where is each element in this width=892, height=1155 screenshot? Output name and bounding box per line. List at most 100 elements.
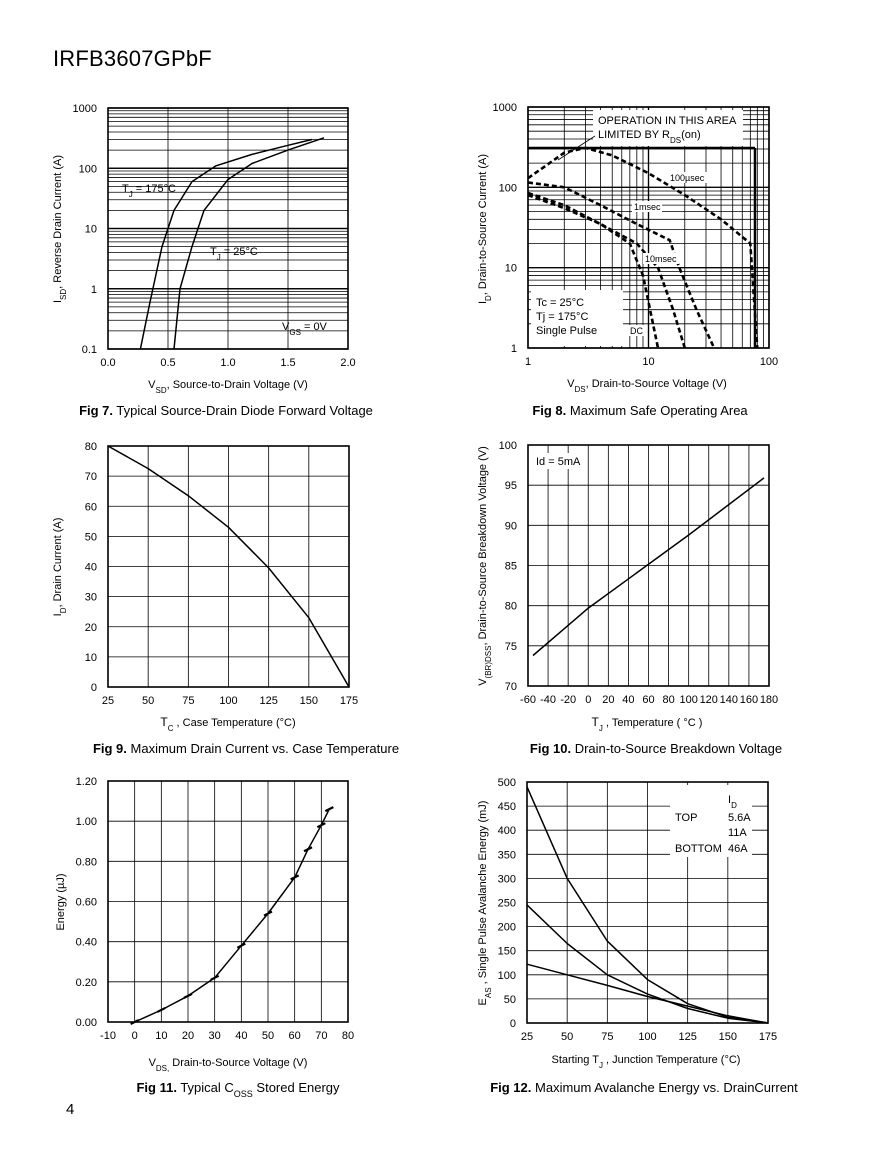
fig10-x-tick-label: 80: [662, 694, 674, 706]
fig9-x-tick-label: 75: [182, 695, 194, 707]
fig9-y-tick-label: 20: [85, 622, 97, 634]
fig12-legend-row2-value: 11A: [728, 827, 747, 839]
fig11-y-tick-label: 0.40: [76, 937, 97, 949]
fig10-annotation: Id = 5mA: [536, 456, 581, 468]
fig11-x-tick-label: -10: [100, 1030, 116, 1042]
fig8-xlabel: VDS, Drain-to-Source Voltage (V): [567, 378, 727, 394]
fig9-y-tick-label: 40: [85, 562, 97, 574]
fig10-x-tick-label: 100: [679, 694, 697, 706]
fig11-data-point: [303, 846, 313, 853]
fig7-series-0: [139, 138, 313, 350]
fig11-data-point: [130, 1019, 140, 1025]
fig8-label-10ms: 10msec: [645, 254, 677, 264]
fig12-y-tick-label: 400: [498, 825, 516, 837]
fig11-x-tick-label: 0: [132, 1030, 138, 1042]
fig8-x-tick-label: 100: [760, 356, 778, 368]
fig10-caption: Fig 10. Drain-to-Source Breakdown Voltag…: [530, 741, 782, 756]
fig9-y-tick-label: 0: [91, 682, 97, 694]
fig8-series-3: [527, 193, 660, 349]
fig11-y-tick-label: 1.20: [76, 776, 97, 788]
fig9-grid: [107, 445, 350, 688]
fig12-y-tick-label: 350: [498, 849, 516, 861]
fig10-x-tick-label: -20: [560, 694, 576, 706]
fig11-grid: [107, 780, 349, 1023]
fig8-label-1ms: 1msec: [634, 202, 661, 212]
fig9-y-tick-label: 80: [85, 441, 97, 453]
fig9-y-tick-label: 50: [85, 531, 97, 543]
fig10-series-0: [532, 477, 765, 657]
fig7-x-tick-label: 0.0: [100, 357, 115, 369]
fig12-chart: 25 50 75 100 125 150 175 0 50 100 150 200 250 300 350 4…: [477, 777, 798, 1095]
fig11-series-0: [134, 808, 330, 1023]
fig12-legend-bg: [670, 785, 752, 857]
fig9-y-tick-label: 70: [85, 471, 97, 483]
fig11-x-tick-label: 80: [342, 1030, 354, 1042]
fig10-plot-frame: [527, 444, 770, 687]
fig12-x-tick-label: 100: [638, 1031, 656, 1043]
fig10-y-tick-label: 80: [505, 601, 517, 613]
fig11-data-point: [236, 942, 246, 949]
fig10-ylabel: V(BR)DSS, Drain-to-Source Breakdown Volt…: [477, 446, 493, 686]
fig7-annotation-tj25: TJ = 25°C: [210, 246, 258, 262]
fig12-y-tick-label: 300: [498, 873, 516, 885]
fig12-y-tick-label: 450: [498, 801, 516, 813]
fig9-x-tick-label: 100: [219, 695, 237, 707]
fig12-ylabel: EAS , Single Pulse Avalanche Energy (mJ): [477, 801, 493, 1006]
fig7-annotation-tj175: TJ = 175°C: [122, 183, 176, 199]
fig12-x-tick-label: 175: [759, 1031, 777, 1043]
fig8-label-1ms-bg: [632, 201, 662, 212]
fig8-y-tick-label: 1000: [493, 102, 517, 114]
fig12-series-2: [526, 963, 769, 1024]
fig10-grid: [527, 444, 770, 687]
fig8-label-100us: 100µsec: [670, 173, 705, 183]
fig12-plot-frame: [526, 781, 769, 1024]
fig12-caption: Fig 12. Maximum Avalanche Energy vs. Dra…: [490, 1080, 798, 1095]
fig7-x-tick-label: 2.0: [340, 357, 355, 369]
fig8-series-1: [527, 181, 716, 349]
fig9-series-0: [107, 445, 350, 688]
fig8-label-dc: DC: [630, 326, 643, 336]
fig11-chart: -10 0 10 20 30 40 50 60 70 80 0.00 0.20 0.40 0.60 0.80…: [55, 776, 354, 1099]
fig10-y-tick-label: 85: [505, 561, 517, 573]
fig8-legend-line1: Tc = 25°C: [536, 297, 584, 309]
fig11-data-point: [156, 1006, 166, 1013]
fig9-y-tick-label: 30: [85, 592, 97, 604]
fig12-legend-header: ID: [728, 794, 737, 810]
fig11-y-tick-label: 0.80: [76, 856, 97, 868]
fig9-x-tick-label: 50: [142, 695, 154, 707]
fig7-y-tick-label: 1: [91, 284, 97, 296]
fig12-y-tick-label: 500: [498, 777, 516, 789]
fig12-legend-row3-label: BOTTOM: [675, 843, 722, 855]
fig12-y-tick-label: 200: [498, 922, 516, 934]
fig12-y-tick-label: 150: [498, 946, 516, 958]
fig10-y-tick-label: 75: [505, 641, 517, 653]
fig12-legend-row1-value: 5.6A: [728, 812, 751, 824]
fig9-x-tick-label: 150: [300, 695, 318, 707]
fig7-series-1: [173, 137, 325, 350]
fig11-data-point: [183, 992, 193, 999]
fig7-caption: Fig 7. Typical Source-Drain Diode Forwar…: [79, 403, 373, 418]
fig7-grid: [107, 107, 349, 350]
fig11-data-point: [210, 974, 220, 981]
fig7-x-tick-label: 1.0: [220, 357, 235, 369]
fig11-x-tick-label: 10: [155, 1030, 167, 1042]
fig12-x-tick-label: 25: [521, 1031, 533, 1043]
fig11-x-tick-label: 50: [262, 1030, 274, 1042]
fig12-x-tick-label: 125: [678, 1031, 696, 1043]
fig11-y-tick-label: 0.00: [76, 1017, 97, 1029]
fig10-chart: -60 -40 -20 0 20 40 60 80 100 120 140 160 1807075808…: [477, 440, 782, 756]
fig9-xlabel: TC , Case Temperature (°C): [160, 715, 295, 733]
fig8-annotation-bg: [593, 110, 743, 146]
page-number: 4: [66, 1101, 75, 1118]
fig10-x-tick-label: 160: [740, 694, 758, 706]
fig11-plot-frame: [107, 780, 349, 1023]
fig9-x-tick-label: 175: [340, 695, 358, 707]
page-title: IRFB3607GPbF: [53, 46, 212, 71]
fig8-label-10ms-bg: [643, 253, 679, 264]
fig10-x-tick-label: 60: [642, 694, 654, 706]
fig11-data-point: [263, 910, 273, 917]
fig11-x-tick-label: 60: [289, 1030, 301, 1042]
fig12-legend-row1-label: TOP: [675, 812, 697, 824]
fig12-y-tick-label: 50: [504, 994, 516, 1006]
